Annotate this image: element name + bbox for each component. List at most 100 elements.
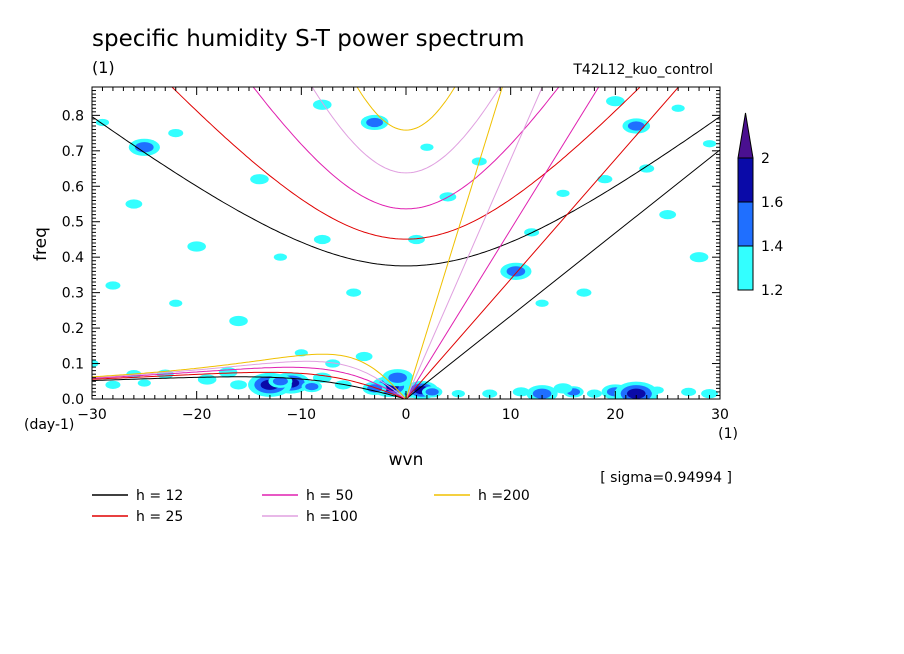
x-axis-label: wvn: [389, 450, 424, 470]
y-tick-label: 0.3: [62, 286, 84, 302]
contour-blob: [313, 234, 331, 245]
y-tick-label: 0.6: [62, 179, 84, 195]
contour-blob: [250, 174, 269, 185]
contour-blob: [512, 387, 530, 397]
legend-label: h = 25: [136, 509, 183, 525]
contour-blob: [597, 175, 613, 184]
contour-blob: [312, 99, 332, 110]
colorbar-label: 1.4: [761, 239, 783, 255]
contour-blob: [187, 241, 206, 252]
colorbar-label: 1.6: [761, 195, 783, 211]
contour-blob: [197, 374, 217, 385]
colorbar-top-triangle: [737, 112, 754, 159]
curve-rossby-h12: [92, 376, 407, 399]
contour-blob: [689, 252, 709, 263]
contour-blob: [305, 382, 319, 391]
contour-blob: [639, 164, 655, 173]
contour-blob: [451, 390, 465, 398]
y-axis-unit: (day-1): [24, 417, 74, 433]
curve-gravity-h12: [92, 116, 720, 267]
plot-frame: [91, 86, 721, 400]
contour-blob: [408, 234, 425, 245]
contour-blob: [506, 266, 526, 277]
y-tick-label: 0.8: [62, 108, 84, 124]
contour-blob: [105, 380, 121, 389]
legend-label: h =100: [306, 509, 358, 525]
contour-blob: [627, 121, 645, 131]
colorbar-segment: [737, 201, 754, 247]
y-axis: 0.0 0.1 0.2 0.3 0.4 0.5 0.6 0.7 0.8: [62, 86, 720, 408]
chart-title: specific humidity S-T power spectrum: [92, 26, 524, 52]
curve-gravity-h200: [356, 87, 456, 131]
chart-subtitle-left: (1): [92, 58, 115, 77]
contour-blob: [420, 143, 434, 151]
contour-blob: [105, 281, 121, 290]
contour-blob: [482, 389, 498, 398]
contour-blob: [659, 210, 677, 220]
contour-blob: [137, 379, 151, 387]
x-tick-label: −20: [182, 407, 212, 423]
contour-blob: [346, 288, 362, 297]
curve-gravity-h100: [311, 87, 501, 174]
curve-kelvin-h12: [405, 149, 720, 399]
contour-blob: [135, 142, 154, 153]
curve-gravity-h50: [252, 87, 560, 210]
curve-rossby-h50: [92, 366, 407, 399]
x-tick-label: −10: [287, 407, 317, 423]
legend-label: h = 50: [306, 488, 353, 504]
colorbar-label: 2: [761, 151, 770, 167]
contour-blob: [355, 351, 373, 362]
y-tick-label: 0.0: [62, 392, 84, 408]
contour-blob: [425, 388, 439, 396]
contour-blob: [535, 299, 549, 307]
colorbar: 1.2 1.4 1.6 2: [737, 112, 783, 299]
y-tick-label: 0.7: [62, 144, 84, 160]
sigma-note: [ sigma=0.94994 ]: [600, 470, 732, 486]
contour-blob: [169, 299, 183, 307]
y-tick-label: 0.4: [62, 250, 84, 266]
contour-blob: [702, 140, 717, 148]
contour-blob: [325, 359, 341, 368]
contour-fill-layer: [92, 96, 718, 399]
curve-gravity-h25: [171, 87, 641, 240]
contour-blob: [230, 380, 247, 390]
contour-blob: [671, 104, 685, 112]
contour-blob: [95, 118, 110, 127]
contour-blob: [553, 383, 573, 394]
contour-blob: [532, 388, 552, 399]
contour-blob: [272, 377, 288, 386]
y-tick-label: 0.1: [62, 357, 84, 373]
contour-blob: [681, 387, 697, 397]
contour-blob: [168, 128, 184, 138]
curve-kelvin-h50: [405, 87, 600, 399]
curve-kelvin-h100: [405, 87, 543, 399]
curve-rossby-h25: [92, 371, 407, 399]
contour-blob: [650, 386, 664, 394]
dispersion-curves-layer: [92, 87, 720, 399]
curve-legend: h = 12 h = 25 h = 50 h =100 h =200: [92, 488, 530, 525]
y-tick-label: 0.2: [62, 321, 84, 337]
curve-kelvin-h25: [405, 87, 680, 399]
contour-blob: [366, 117, 383, 128]
curve-rossby-h100: [92, 360, 407, 399]
colorbar-segment: [737, 157, 754, 203]
contour-blob: [626, 388, 646, 399]
contour-blob: [125, 199, 143, 209]
x-tick-label: 0: [402, 407, 411, 423]
colorbar-segment: [737, 245, 754, 291]
colorbar-label: 1.2: [761, 283, 783, 299]
y-tick-label: 0.5: [62, 215, 84, 231]
contour-blob: [273, 253, 287, 261]
x-tick-label: 10: [502, 407, 520, 423]
contour-blob: [701, 389, 718, 399]
curve-kelvin-h200: [405, 87, 503, 399]
contour-blob: [556, 189, 570, 197]
x-axis-unit: (1): [718, 426, 738, 442]
contour-blob: [388, 372, 407, 383]
contour-blob: [576, 288, 592, 297]
contour-blob: [229, 315, 248, 327]
y-axis-label: freq: [31, 227, 51, 261]
legend-label: h = 12: [136, 488, 183, 504]
legend-label: h =200: [478, 488, 530, 504]
